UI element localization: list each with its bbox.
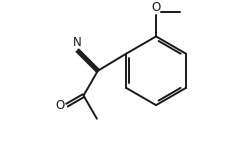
Text: O: O <box>56 99 65 112</box>
Text: N: N <box>73 36 82 49</box>
Text: O: O <box>152 2 161 15</box>
